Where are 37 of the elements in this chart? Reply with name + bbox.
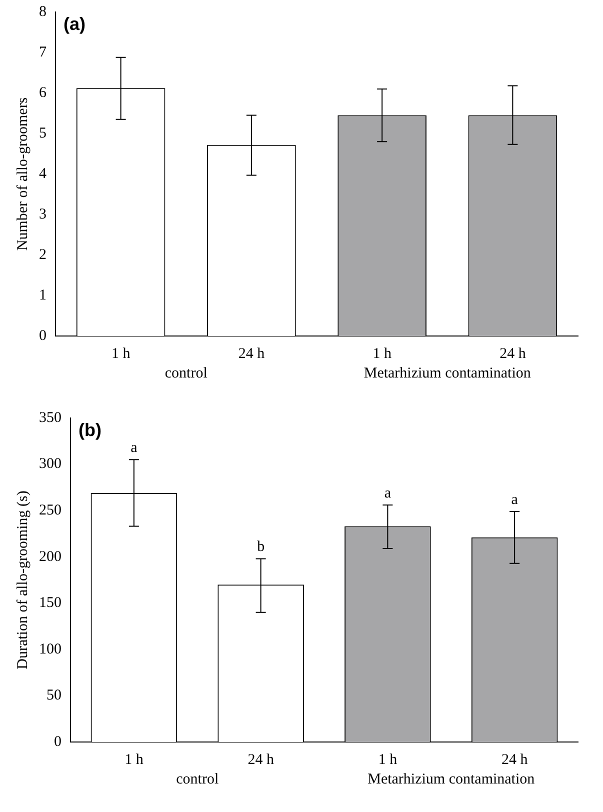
y-tick-label: 4 [39,166,47,182]
x-tick-label: 24 h [500,346,526,362]
text: Metarhizium contamination [368,771,536,788]
y-axis-title: Duration of allo-grooming (s) [14,490,31,670]
y-tick-label: 300 [39,456,62,472]
chart-title: (a) [64,14,86,34]
y-tick-label: 100 [39,641,62,658]
y-tick-label: 6 [39,84,47,101]
y-tick-label: 5 [39,125,46,142]
y-tick-label: 1 [39,287,46,304]
x-tick-label: 24 h [248,752,274,768]
y-tick-label: 3 [39,206,46,222]
y-tick-label: 7 [39,44,47,60]
x-tick-label: 1 h [124,752,144,768]
text: Metarhizium contamination [364,365,532,382]
y-tick-label: 0 [54,734,62,750]
y-tick-label: 2 [39,246,46,263]
x-tick-label: 24 h [501,752,528,768]
text: control [176,771,219,788]
text: control [164,365,208,382]
x-tick-label: 1 h [111,346,131,362]
y-tick-label: 350 [39,410,62,426]
chart-title: (b) [78,420,102,440]
y-tick-label: 8 [39,4,46,20]
y-tick-label: 250 [39,502,62,519]
y-tick-label: 50 [46,688,62,704]
x-tick-label: 1 h [372,346,392,362]
data-label: a [384,485,392,502]
x-tick-label: 1 h [378,752,398,768]
x-tick-label: 24 h [238,346,266,362]
data-label: a [511,492,518,508]
y-tick-label: 200 [39,548,62,565]
y-axis-title: Number of allo-groomers [14,97,31,251]
data-label: a [130,440,138,456]
y-tick-label: 150 [39,595,62,612]
y-tick-label: 0 [39,328,46,344]
data-label: b [257,539,265,556]
